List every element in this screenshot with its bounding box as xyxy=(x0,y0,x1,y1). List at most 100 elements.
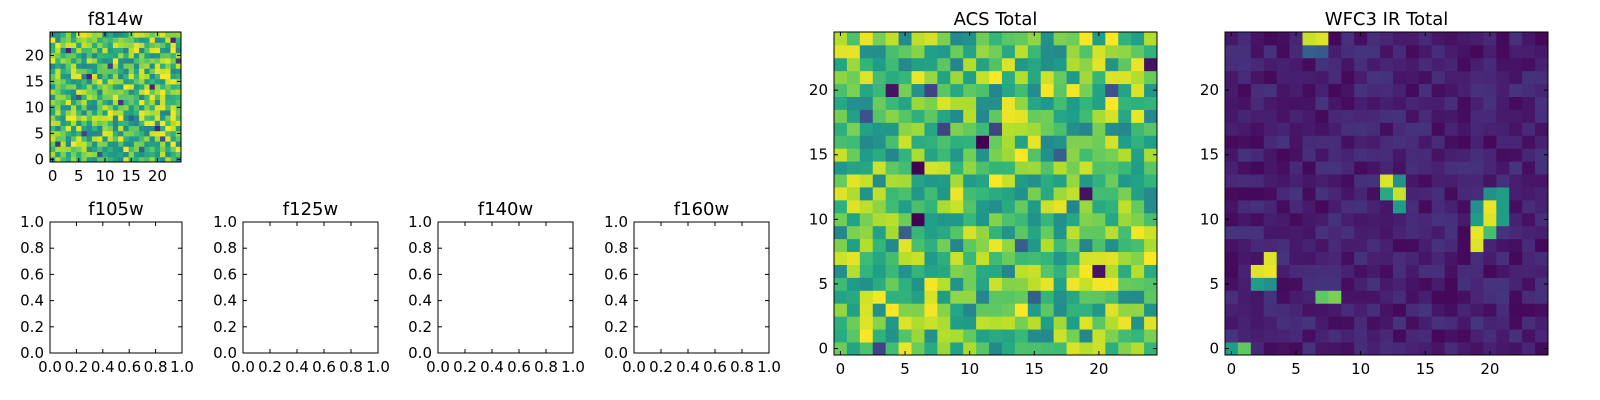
heatmap-cell xyxy=(846,199,861,214)
heatmap-cell xyxy=(1225,187,1239,201)
heatmap-cell xyxy=(1444,251,1458,265)
heatmap-cell xyxy=(846,44,861,59)
heatmap-cell xyxy=(1315,174,1329,188)
heatmap-cell xyxy=(1328,277,1342,291)
panel-title: f814w xyxy=(88,9,143,30)
heatmap-cell xyxy=(76,68,82,74)
heatmap-cell xyxy=(133,141,140,147)
heatmap-cell xyxy=(149,52,156,59)
axes-frame xyxy=(1224,31,1549,356)
heatmap-cell xyxy=(834,83,848,97)
heatmap-cell xyxy=(70,42,77,48)
heatmap-cell xyxy=(1040,187,1055,201)
heatmap-cell xyxy=(97,130,103,137)
heatmap-cell xyxy=(898,148,912,162)
heatmap-cell xyxy=(859,329,874,343)
heatmap-cell xyxy=(70,130,77,137)
heatmap-cell xyxy=(118,32,124,38)
heatmap-cell xyxy=(70,146,77,152)
heatmap-cell xyxy=(1225,225,1239,240)
x-tick-label: 10 xyxy=(95,167,114,185)
heatmap-cell xyxy=(846,109,861,123)
heatmap-cell xyxy=(1225,109,1239,123)
heatmap-cell xyxy=(55,125,61,132)
heatmap-cell xyxy=(65,110,72,116)
heatmap-cell xyxy=(112,110,119,116)
heatmap-cell xyxy=(50,136,56,142)
heatmap-cell xyxy=(898,187,912,201)
heatmap-cell xyxy=(989,44,1003,59)
heatmap-cell xyxy=(1237,161,1252,175)
heatmap-cell xyxy=(1483,187,1497,201)
heatmap-cell xyxy=(911,316,925,330)
heatmap-cell xyxy=(1367,32,1381,46)
panel-title: WFC3 IR Total xyxy=(1325,9,1448,30)
heatmap-cell xyxy=(1237,83,1252,97)
heatmap-cell xyxy=(1367,57,1381,72)
heatmap-cell xyxy=(1392,277,1407,291)
heatmap-cell xyxy=(144,151,150,158)
heatmap-cell xyxy=(139,47,145,54)
heatmap-cell xyxy=(1014,290,1029,304)
heatmap-cell xyxy=(118,141,124,147)
heatmap-cell xyxy=(1380,329,1394,343)
heatmap-cell xyxy=(133,73,140,80)
y-tick-label: 20 xyxy=(1200,81,1219,99)
heatmap-cell xyxy=(1380,148,1394,162)
heatmap-cell xyxy=(160,42,166,48)
heatmap-cell xyxy=(123,115,129,121)
heatmap-cell xyxy=(1027,161,1042,175)
heatmap-cell xyxy=(139,84,145,90)
heatmap-cell xyxy=(846,32,861,46)
heatmap-cell xyxy=(1380,122,1394,136)
heatmap-cell xyxy=(1470,316,1484,330)
heatmap-cell xyxy=(144,120,150,126)
heatmap-cell xyxy=(1315,96,1329,110)
heatmap-cell xyxy=(1405,44,1420,59)
heatmap-cell xyxy=(112,151,119,158)
heatmap-cell xyxy=(1457,109,1471,123)
heatmap-cell xyxy=(139,104,145,111)
heatmap-cell xyxy=(144,84,150,90)
heatmap-cell xyxy=(76,42,82,48)
heatmap-cell xyxy=(1496,174,1510,188)
heatmap-cell xyxy=(1483,70,1497,85)
heatmap-cell xyxy=(107,47,114,54)
heatmap-cell xyxy=(1522,70,1536,85)
heatmap-cell xyxy=(1315,122,1329,136)
y-tick-label: 10 xyxy=(1200,210,1219,228)
heatmap-cell xyxy=(1522,342,1536,356)
heatmap-cell xyxy=(1392,57,1407,72)
heatmap-cell xyxy=(1079,316,1093,330)
heatmap-cell xyxy=(123,110,129,116)
heatmap-cell xyxy=(133,110,140,116)
heatmap-cell xyxy=(1040,135,1055,149)
heatmap-cell xyxy=(60,37,67,43)
heatmap-cell xyxy=(175,89,182,95)
heatmap-cell xyxy=(139,120,145,126)
heatmap-cell xyxy=(989,57,1003,72)
heatmap-cell xyxy=(1237,70,1252,85)
heatmap-cell xyxy=(1131,122,1145,136)
heatmap-cell xyxy=(160,94,166,100)
heatmap-cell xyxy=(950,122,964,136)
heatmap-cell xyxy=(989,32,1003,46)
heatmap-cell xyxy=(950,174,964,188)
y-tick-label: 0.2 xyxy=(604,318,628,336)
heatmap-cell xyxy=(1405,161,1420,175)
heatmap-cell xyxy=(1276,316,1290,330)
heatmap-cell xyxy=(1302,238,1316,253)
heatmap-cell xyxy=(1053,225,1067,240)
heatmap-cell xyxy=(165,63,171,69)
heatmap-cell xyxy=(1302,32,1316,46)
heatmap-cell xyxy=(107,89,114,95)
heatmap-cell xyxy=(1405,225,1420,240)
heatmap-cell xyxy=(112,52,119,59)
heatmap-cell xyxy=(937,44,951,59)
heatmap-cell xyxy=(112,37,119,43)
heatmap-cell xyxy=(1483,57,1497,72)
axes-frame xyxy=(633,221,770,354)
heatmap-cell xyxy=(859,303,874,317)
heatmap-cell xyxy=(872,264,887,278)
heatmap-cell xyxy=(1328,161,1342,175)
